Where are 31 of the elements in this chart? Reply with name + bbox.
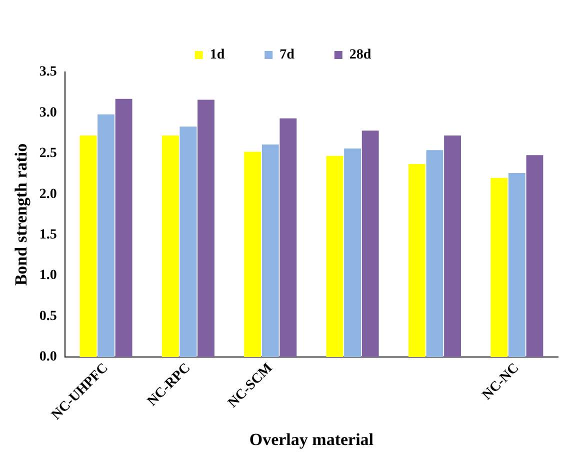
bar (115, 98, 132, 358)
y-tick-label: 2.0 (39, 186, 57, 202)
bar (408, 164, 426, 358)
bar (444, 136, 461, 358)
bar (508, 172, 526, 358)
bar (526, 155, 544, 358)
y-tick-label: 1.5 (39, 227, 57, 242)
bar (180, 126, 197, 358)
legend-label: 7d (280, 48, 295, 63)
y-tick-label: 0.0 (39, 350, 57, 365)
y-tick-label: 1.0 (39, 268, 57, 284)
y-tick-label: 0.5 (39, 308, 57, 324)
y-tick-label: 2.5 (39, 146, 57, 162)
legend-label: 28d (349, 48, 372, 63)
bar (426, 150, 444, 358)
bar (344, 148, 361, 358)
bar (262, 144, 279, 358)
bar (326, 156, 344, 358)
legend-label: 1d (210, 48, 225, 63)
bar (198, 100, 214, 358)
bar (244, 152, 262, 358)
y-tick-label: 3.5 (39, 64, 57, 80)
x-axis-title: Overlay material (249, 430, 374, 450)
bar (98, 114, 114, 358)
bar (80, 136, 97, 358)
bar (362, 130, 379, 358)
bar (162, 136, 179, 358)
y-axis-title: Bond strength ratio (12, 143, 31, 286)
bar (490, 178, 508, 358)
bar (280, 118, 297, 358)
y-tick-label: 3.0 (39, 105, 57, 120)
